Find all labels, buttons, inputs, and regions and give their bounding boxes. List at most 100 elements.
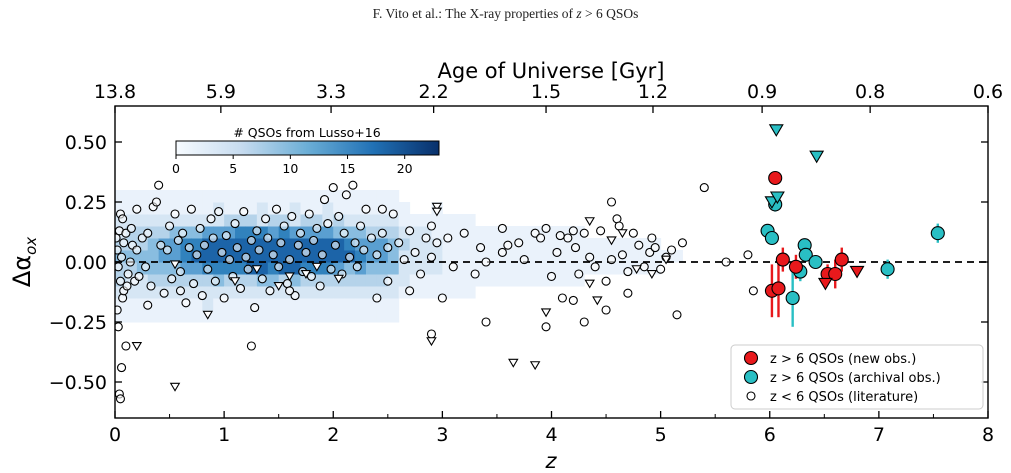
density-cell <box>169 190 181 203</box>
density-cell <box>245 190 258 203</box>
literature-qso-point <box>405 226 415 236</box>
literature-qso-point <box>574 269 584 279</box>
density-cell <box>420 238 432 251</box>
density-cell <box>584 262 596 275</box>
density-cell <box>573 250 585 263</box>
density-cell <box>398 202 411 215</box>
literature-qso-point <box>132 204 142 214</box>
density-cell <box>376 250 389 263</box>
density-cell <box>616 238 629 251</box>
density-cell <box>267 226 280 239</box>
literature-qso-point <box>345 252 355 262</box>
literature-qso-point <box>295 228 306 238</box>
x-tick-label: 1 <box>218 424 230 446</box>
density-cell <box>267 190 280 203</box>
density-cell <box>529 274 542 287</box>
literature-qso-point <box>232 243 242 253</box>
new-obs-qso-upper-limit <box>849 265 865 279</box>
density-cell <box>213 250 225 263</box>
density-cell <box>191 214 203 227</box>
literature-qso-point <box>173 235 183 245</box>
density-cell <box>627 250 640 263</box>
density-cell <box>300 286 312 299</box>
top-tick-label: 1.5 <box>531 81 561 103</box>
density-cell <box>409 274 422 287</box>
density-cell <box>355 226 367 239</box>
literature-qso-point <box>304 209 314 219</box>
density-cell <box>289 226 302 239</box>
density-cell <box>256 238 269 251</box>
density-cell <box>136 202 149 215</box>
density-cell <box>573 226 585 239</box>
density-cell <box>125 310 138 323</box>
literature-qso-point <box>497 247 507 257</box>
density-cell <box>584 238 596 251</box>
density-cell <box>191 262 203 275</box>
legend-entries: z > 6 QSOs (new obs.) z > 6 QSOs (archiva… <box>743 350 941 405</box>
density-cell <box>376 190 389 203</box>
density-cell <box>573 274 585 287</box>
density-cell <box>136 214 149 227</box>
literature-qso-point <box>254 245 264 255</box>
density-cell <box>245 310 258 323</box>
density-cell <box>355 214 367 227</box>
literature-qso-point <box>143 228 153 238</box>
density-cell <box>169 238 181 251</box>
new-obs-qso-point <box>771 281 786 296</box>
density-cell <box>420 286 432 299</box>
literature-qso-upper-limit <box>229 277 241 287</box>
density-cell <box>125 190 138 203</box>
literature-qso-point <box>383 276 393 286</box>
literature-qso-point <box>519 255 529 265</box>
literature-qso-point <box>666 245 677 255</box>
literature-qso-point <box>243 264 253 274</box>
top-tick-label: 5.9 <box>206 81 236 103</box>
literature-qso-point <box>268 250 278 260</box>
density-cell <box>125 298 138 311</box>
density-cell <box>344 214 356 227</box>
literature-qso-point <box>210 276 220 286</box>
axes: 0 1 2 3 4 5 6 7 8 0.50 0.25 0.00 −0.25 −0.50 13.8 5.9 3.… <box>49 81 1003 446</box>
literature-qso-point <box>165 221 175 231</box>
literature-qso-point <box>143 300 153 310</box>
literature-qso-point <box>372 293 382 303</box>
top-tick-label: 0.6 <box>973 81 1003 103</box>
density-cell <box>158 298 171 311</box>
density-cell <box>322 286 334 299</box>
density-cell <box>431 250 443 263</box>
density-cell <box>431 274 443 287</box>
literature-qso-point <box>115 245 122 255</box>
density-cell <box>245 274 258 287</box>
literature-qso-point <box>225 255 235 265</box>
density-cell <box>158 226 171 239</box>
literature-qso-upper-limit <box>529 361 541 371</box>
density-cell <box>256 310 269 323</box>
density-cell <box>235 310 247 323</box>
literature-qso-point <box>372 250 382 260</box>
density-cell <box>245 250 258 263</box>
density-cell <box>344 298 356 311</box>
literature-qso-point <box>317 250 327 260</box>
literature-qso-point <box>175 286 186 296</box>
literature-qso-point <box>115 322 123 332</box>
density-cell <box>365 226 378 239</box>
density-cell <box>398 286 411 299</box>
density-cell <box>191 310 203 323</box>
data-points <box>115 124 945 404</box>
literature-qso-point <box>426 252 437 262</box>
y-axis-title-sub: ox <box>22 237 40 255</box>
literature-qso-point <box>541 322 551 332</box>
archival-qso-point <box>785 290 800 306</box>
density-cell <box>322 202 334 215</box>
literature-qso-upper-limit <box>251 265 263 275</box>
literature-qso-point <box>221 231 231 241</box>
density-cell <box>387 310 400 323</box>
density-cell <box>442 262 454 275</box>
density-cell <box>376 214 389 227</box>
density-cell <box>420 214 432 227</box>
top-tick-label: 3.3 <box>316 81 346 103</box>
new-obs-qso-point <box>828 266 843 282</box>
density-cell <box>365 250 378 263</box>
density-cell <box>300 190 312 203</box>
density-cell <box>224 214 236 227</box>
